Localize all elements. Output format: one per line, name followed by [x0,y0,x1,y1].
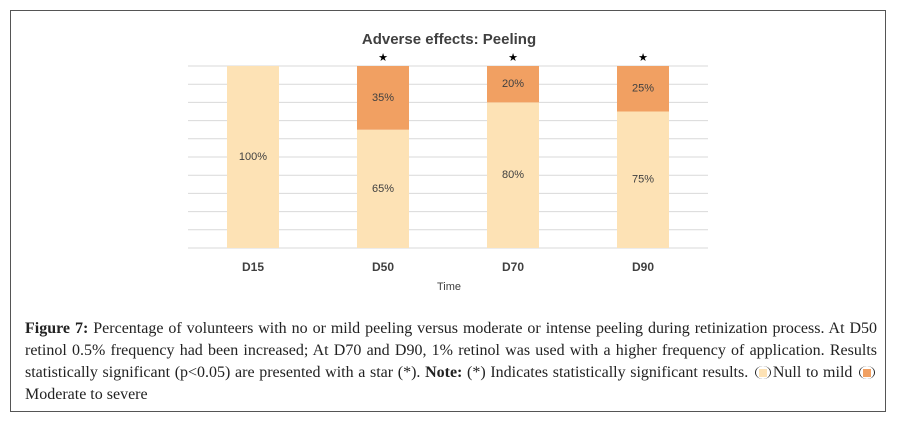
note-label: Note: [425,364,463,381]
caption-label: Figure 7: [25,320,89,337]
data-label: 20% [502,78,524,90]
chart-title: Adverse effects: Peeling [362,31,536,48]
legend-swatch [863,369,872,377]
x-tick-label: D15 [242,260,264,274]
legend-label: Moderate to severe [25,386,148,403]
data-label: 75% [632,174,654,186]
data-label: 80% [502,169,524,181]
bar-segment [617,111,669,248]
bar-segment [227,66,279,248]
data-label: 65% [372,183,394,195]
caption: Figure 7: Percentage of volunteers with … [25,318,877,406]
bar-segment [487,102,539,249]
data-label: 35% [372,92,394,104]
legend-marker [859,366,876,379]
data-label: 25% [632,83,654,95]
legend-marker [754,366,771,379]
significance-star: ★ [378,52,388,64]
bar-segment [487,66,539,103]
data-label: 100% [239,151,267,163]
x-tick-label: D70 [502,260,524,274]
chart: Adverse effects: Peeling Time D15 100% D50… [188,31,708,293]
note-text: (*) Indicates statistically significant … [467,364,749,381]
bar-segment [357,129,409,248]
legend-swatch [758,369,767,377]
bar-segment [617,66,669,112]
legend-label: Null to mild [772,364,853,381]
significance-star: ★ [638,52,648,64]
x-tick-label: D90 [632,260,654,274]
x-tick-label: D50 [372,260,394,274]
caption-text: Percentage of volunteers with no or mild… [25,320,878,381]
x-axis-label: Time [437,281,461,293]
significance-star: ★ [508,52,518,64]
figure-frame [10,10,886,412]
bar-segment [357,66,409,130]
